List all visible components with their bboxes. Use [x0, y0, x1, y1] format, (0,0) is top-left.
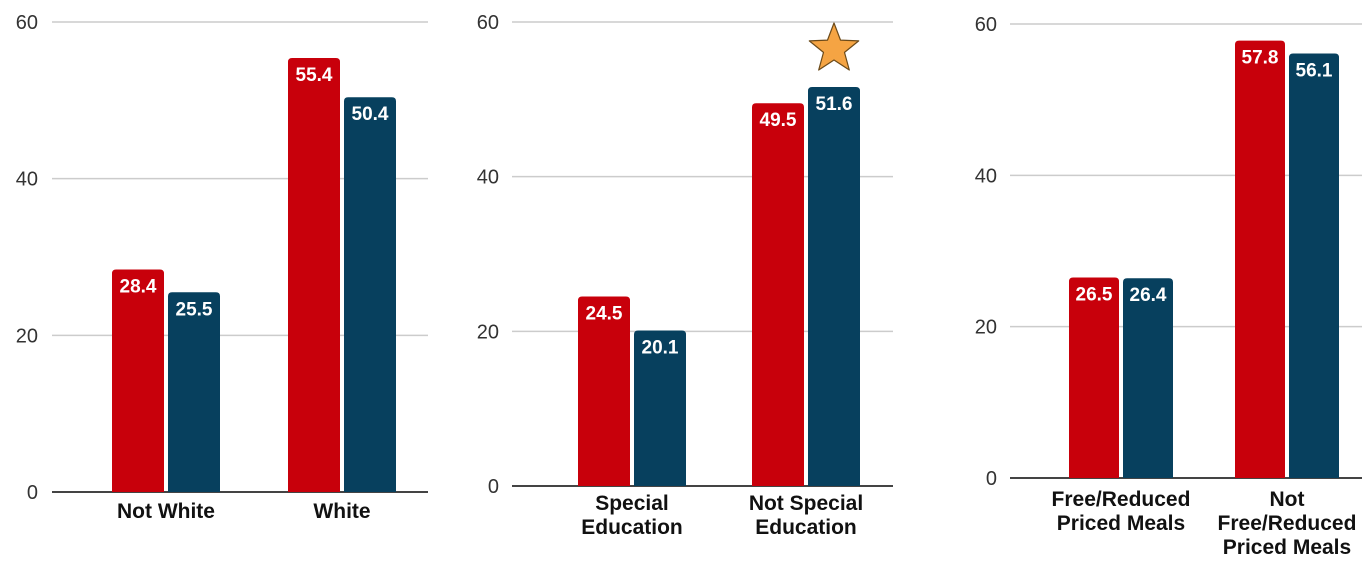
y-tick-label-40: 40 [16, 169, 38, 191]
y-tick-label-0: 0 [488, 476, 499, 498]
data-label-white-blue: 50.4 [352, 104, 389, 125]
data-label-not-free-reduced-priced-meals-red: 57.8 [1242, 48, 1279, 69]
y-tick-label-40: 40 [975, 165, 997, 187]
data-label-not-white-blue: 25.5 [176, 299, 213, 320]
chart-panel-race: 0 20 40 60 28.4 25.5 Not White 55.4 50.4 White [16, 12, 428, 523]
bar-special-education-red [578, 296, 630, 486]
bar-not-white-red [112, 269, 164, 492]
x-category-label-not-special-education-line-2: Education [755, 516, 857, 539]
chart-panel-special-education: 020406024.520.1SpecialEducation49.551.6N… [477, 12, 893, 539]
x-category-label-white: White [313, 500, 370, 523]
data-label-not-free-reduced-priced-meals-blue: 56.1 [1296, 61, 1333, 82]
y-tick-label-60: 60 [477, 12, 499, 34]
bar-not-special-education-red [752, 103, 804, 486]
y-tick-label-40: 40 [477, 167, 499, 189]
x-category-label-special-education-line-1: Special [595, 492, 669, 515]
x-category-label-not-white: Not White [117, 500, 215, 523]
x-category-label-not-free-reduced-priced-meals-line-2: Free/Reduced [1218, 512, 1357, 535]
bar-white-blue [344, 97, 396, 492]
x-category-label-not-free-reduced-priced-meals-line-3: Priced Meals [1223, 536, 1351, 559]
x-category-label-not-free-reduced-priced-meals-line-1: Not [1270, 488, 1305, 511]
x-category-label-not-special-education-line-1: Not Special [749, 492, 863, 515]
bar-free-reduced-priced-meals-red [1069, 277, 1119, 478]
star-icon [808, 22, 860, 71]
x-category-label-free-reduced-priced-meals-line-2: Priced Meals [1057, 512, 1185, 535]
data-label-free-reduced-priced-meals-blue: 26.4 [1130, 285, 1167, 306]
data-label-special-education-red: 24.5 [586, 304, 623, 325]
y-tick-label-0: 0 [986, 468, 997, 490]
x-category-label-free-reduced-priced-meals-line-1: Free/Reduced [1052, 488, 1191, 511]
data-label-special-education-blue: 20.1 [642, 338, 679, 359]
x-category-label-special-education-line-2: Education [581, 516, 683, 539]
bar-not-white-blue [168, 292, 220, 492]
bar-special-education-blue [634, 330, 686, 486]
y-tick-label-60: 60 [975, 14, 997, 36]
y-tick-label-20: 20 [16, 325, 38, 347]
data-label-free-reduced-priced-meals-red: 26.5 [1076, 284, 1113, 305]
bar-free-reduced-priced-meals-blue [1123, 278, 1173, 478]
data-label-not-special-education-red: 49.5 [760, 110, 797, 131]
y-tick-label-0: 0 [27, 482, 38, 504]
data-label-not-white-red: 28.4 [120, 277, 157, 298]
y-tick-label-20: 20 [975, 317, 997, 339]
bar-not-special-education-blue [808, 86, 860, 487]
y-tick-label-60: 60 [16, 12, 38, 34]
y-tick-label-20: 20 [477, 321, 499, 343]
bar-not-free-reduced-priced-meals-blue [1289, 53, 1339, 478]
bar-white-red [288, 58, 340, 493]
data-label-not-special-education-blue: 51.6 [816, 94, 853, 115]
data-label-white-red: 55.4 [296, 65, 333, 86]
bar-not-free-reduced-priced-meals-red [1235, 40, 1285, 478]
